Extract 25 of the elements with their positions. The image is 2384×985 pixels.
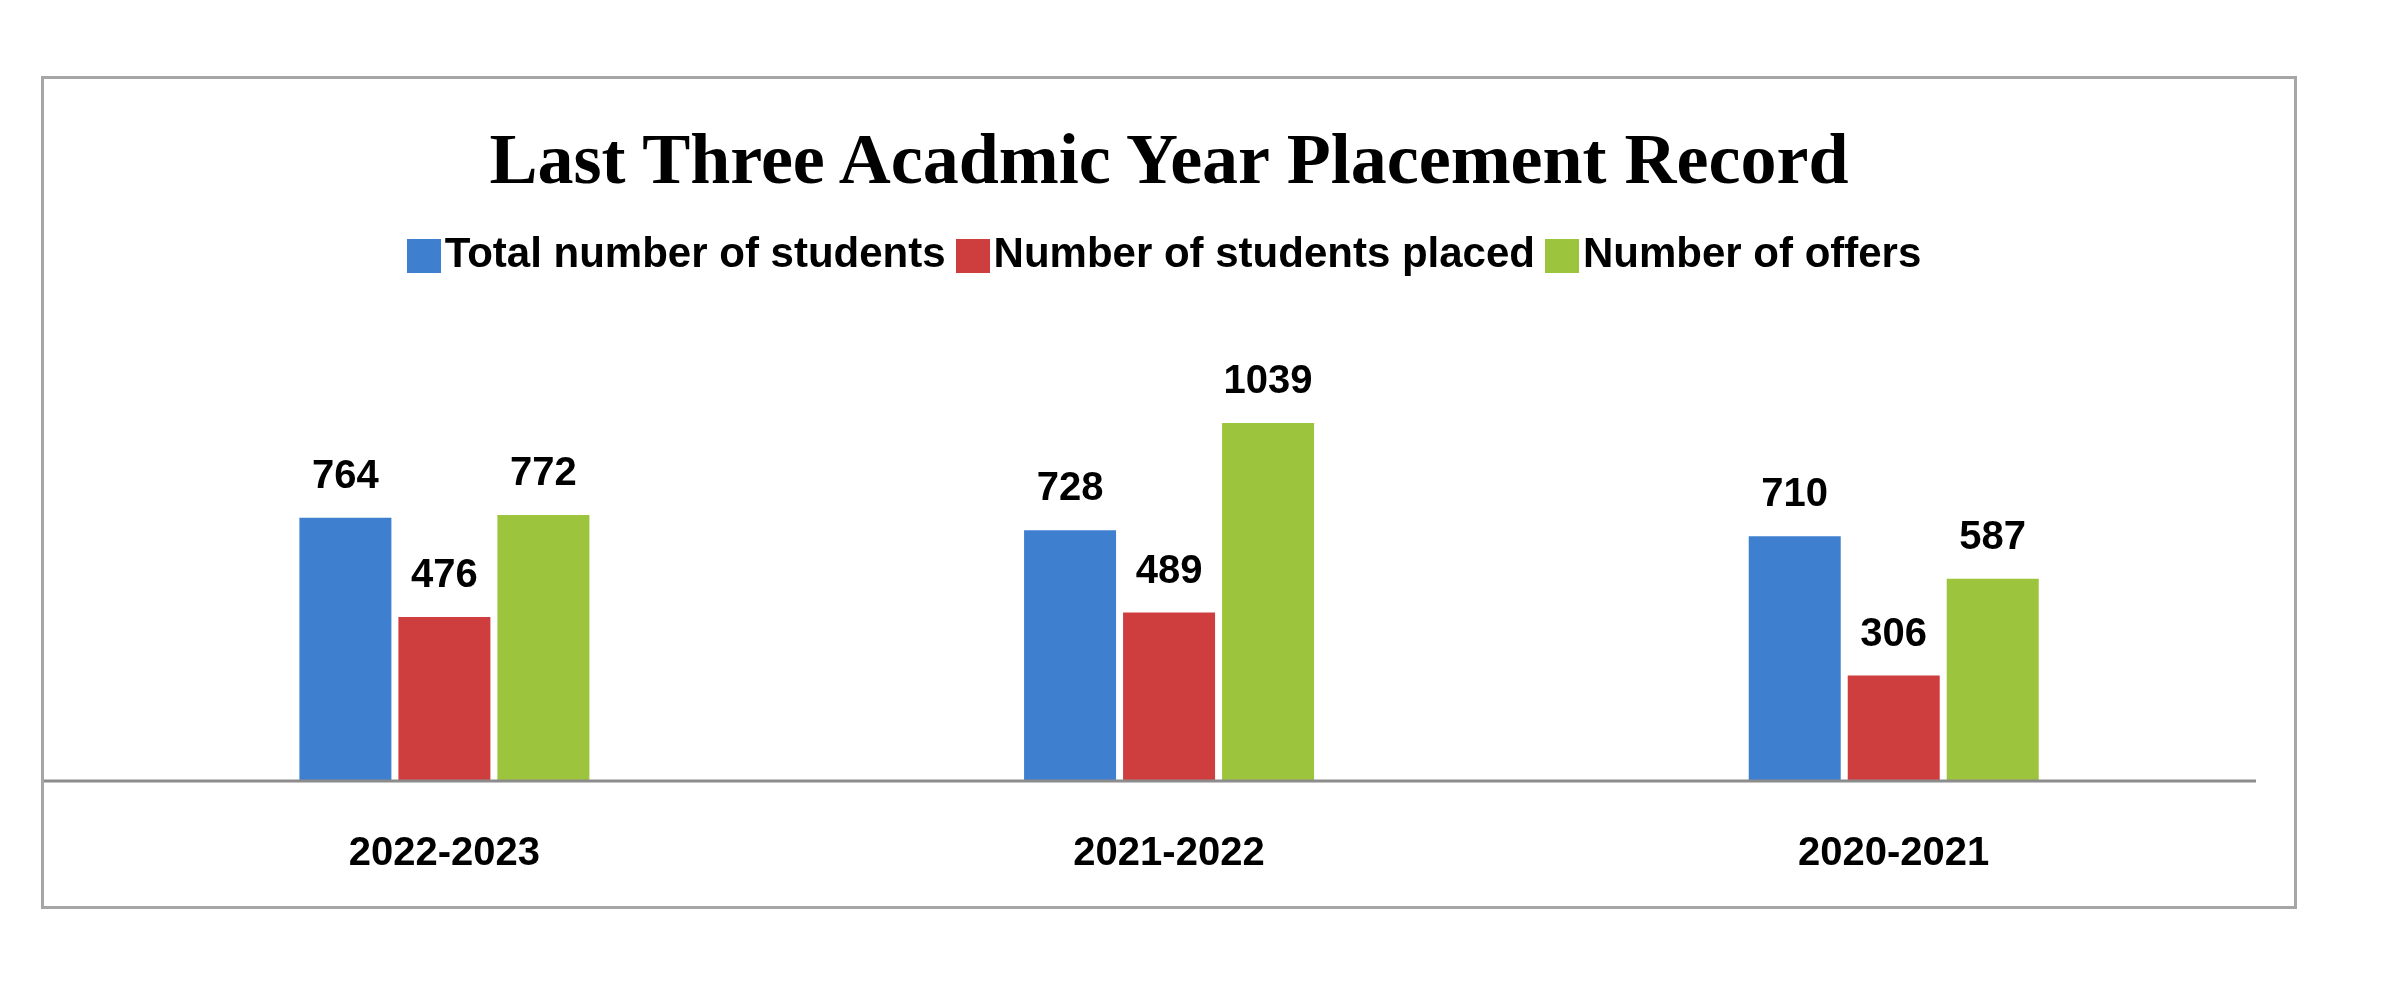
bar [1748,536,1841,781]
bar [1946,578,2039,781]
data-label: 710 [1761,470,1829,515]
legend-label: Total number of students [444,229,946,276]
data-label: 1039 [1223,357,1313,401]
data-label: 764 [312,451,380,496]
data-label: 772 [510,449,577,493]
x-tick-label: 2022-2023 [348,829,540,874]
data-label: 476 [411,550,478,595]
data-label: 306 [1860,609,1928,654]
legend-label: Number of students placed [993,229,1535,276]
x-tick-label: 2021-2022 [1073,829,1265,874]
data-label: 728 [1036,464,1104,509]
data-label: 587 [1959,512,2027,557]
data-label: 489 [1135,546,1203,591]
bar [398,616,491,781]
legend-label: Number of offers [1582,229,1922,276]
bar [299,517,392,781]
bar [1024,530,1117,781]
x-tick-label: 2020-2021 [1798,829,1990,874]
chart-title: Last Three Acadmic Year Placement Record [488,119,1850,199]
bar [497,515,590,781]
bar [1847,675,1940,781]
bar [1222,423,1315,781]
bar [1123,612,1216,781]
